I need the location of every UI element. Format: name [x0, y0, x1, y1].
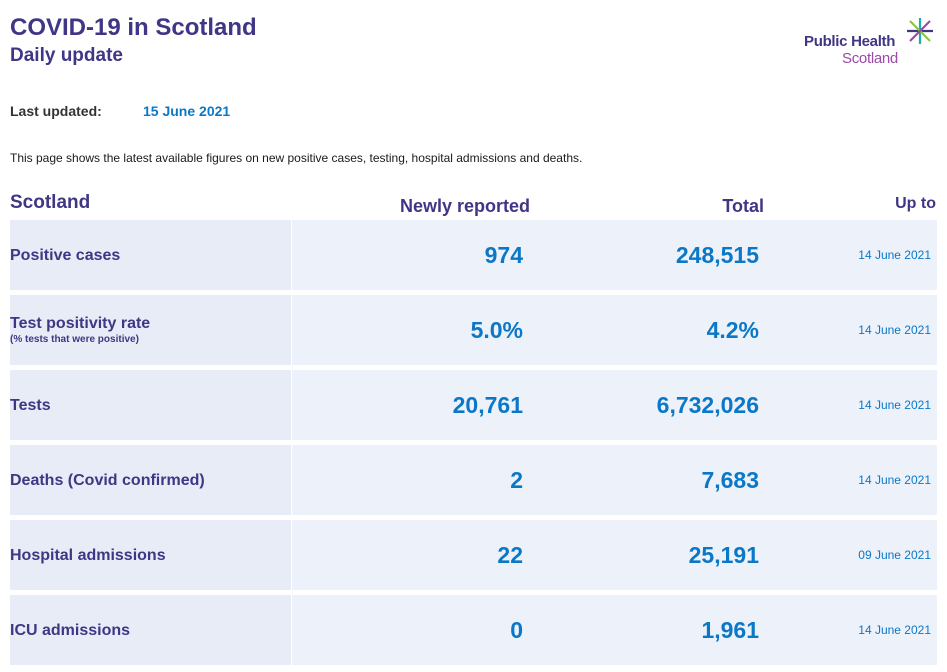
table-row-test-positivity-rate: Test positivity rate (% tests that were … [10, 295, 937, 365]
last-updated-label: Last updated: [10, 103, 102, 119]
newly-reported-value: 0 [510, 617, 523, 643]
newly-reported-value: 974 [484, 242, 523, 268]
up-to-date: 14 June 2021 [858, 473, 931, 487]
newly-reported-value: 2 [510, 467, 523, 493]
last-updated-date: 15 June 2021 [143, 103, 231, 119]
data-cell [292, 595, 937, 665]
table-row-hospital-admissions: Hospital admissions 22 25,191 09 June 20… [10, 520, 937, 590]
row-label: Positive cases [10, 220, 120, 290]
up-to-date: 14 June 2021 [858, 623, 931, 637]
total-value: 248,515 [675, 242, 759, 268]
row-label-text: Hospital admissions [10, 546, 166, 564]
public-health-scotland-logo[interactable]: Public Health Scotland [800, 16, 942, 70]
table-row-deaths: Deaths (Covid confirmed) 2 7,683 14 June… [10, 445, 937, 515]
newly-reported-value: 20,761 [452, 392, 523, 418]
row-label: Test positivity rate (% tests that were … [10, 295, 150, 365]
row-label-text: Test positivity rate [10, 315, 151, 332]
total-value: 4.2% [706, 317, 759, 343]
total-value: 1,961 [701, 617, 759, 643]
label-cell [10, 445, 291, 515]
row-label-text: Deaths (Covid confirmed) [10, 471, 205, 489]
logo-text-public-health: Public Health [804, 33, 896, 50]
page-subtitle: Daily update [10, 45, 123, 66]
row-sublabel-text: (% tests that were positive) [10, 334, 139, 345]
data-cell [292, 370, 937, 440]
column-header-up-to: Up to [895, 195, 936, 212]
row-label-text: Tests [10, 396, 51, 414]
page-title: COVID-19 in Scotland [10, 14, 257, 41]
column-header-total: Total [722, 196, 764, 216]
row-label: Hospital admissions [10, 520, 166, 590]
newly-reported-value: 5.0% [470, 317, 523, 343]
label-cell [10, 295, 291, 365]
newly-reported-value: 22 [497, 542, 523, 568]
table-row-icu-admissions: ICU admissions 0 1,961 14 June 2021 [10, 595, 937, 665]
label-cell [10, 220, 291, 290]
column-header-region: Scotland [10, 192, 91, 213]
up-to-date: 14 June 2021 [858, 398, 931, 412]
row-label: Tests [10, 370, 51, 440]
logo-text-scotland: Scotland [842, 50, 898, 67]
label-cell [10, 370, 291, 440]
phs-star-icon [907, 18, 933, 44]
row-label-text: ICU admissions [10, 621, 131, 639]
total-value: 6,732,026 [656, 392, 759, 418]
data-cell [292, 295, 937, 365]
label-cell [10, 595, 291, 665]
total-value: 7,683 [701, 467, 759, 493]
table-row-positive-cases: Positive cases 974 248,515 14 June 2021 [10, 220, 937, 290]
row-label: Deaths (Covid confirmed) [10, 445, 205, 515]
data-cell [292, 220, 937, 290]
up-to-date: 14 June 2021 [858, 248, 931, 262]
row-label: ICU admissions [10, 595, 130, 665]
intro-text: This page shows the latest available fig… [10, 151, 583, 165]
column-header-newly-reported: Newly reported [399, 196, 530, 216]
up-to-date: 14 June 2021 [858, 323, 931, 337]
total-value: 25,191 [688, 542, 759, 568]
data-cell [292, 520, 937, 590]
up-to-date: 09 June 2021 [858, 548, 931, 562]
data-cell [292, 445, 937, 515]
label-cell [10, 520, 291, 590]
row-label-text: Positive cases [10, 246, 121, 264]
table-row-tests: Tests 20,761 6,732,026 14 June 2021 [10, 370, 937, 440]
